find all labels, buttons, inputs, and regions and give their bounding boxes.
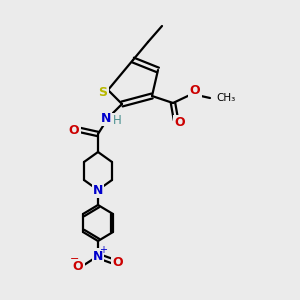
Text: −: −: [70, 254, 80, 264]
Text: N: N: [93, 250, 103, 262]
Text: N: N: [93, 184, 103, 196]
Text: O: O: [73, 260, 83, 272]
Text: H: H: [112, 115, 122, 128]
Text: S: S: [98, 85, 107, 98]
Text: O: O: [113, 256, 123, 268]
Text: N: N: [101, 112, 111, 124]
Text: O: O: [175, 116, 185, 130]
Text: O: O: [69, 124, 79, 136]
Text: O: O: [190, 83, 200, 97]
Text: CH₃: CH₃: [216, 93, 235, 103]
Text: +: +: [99, 245, 107, 255]
